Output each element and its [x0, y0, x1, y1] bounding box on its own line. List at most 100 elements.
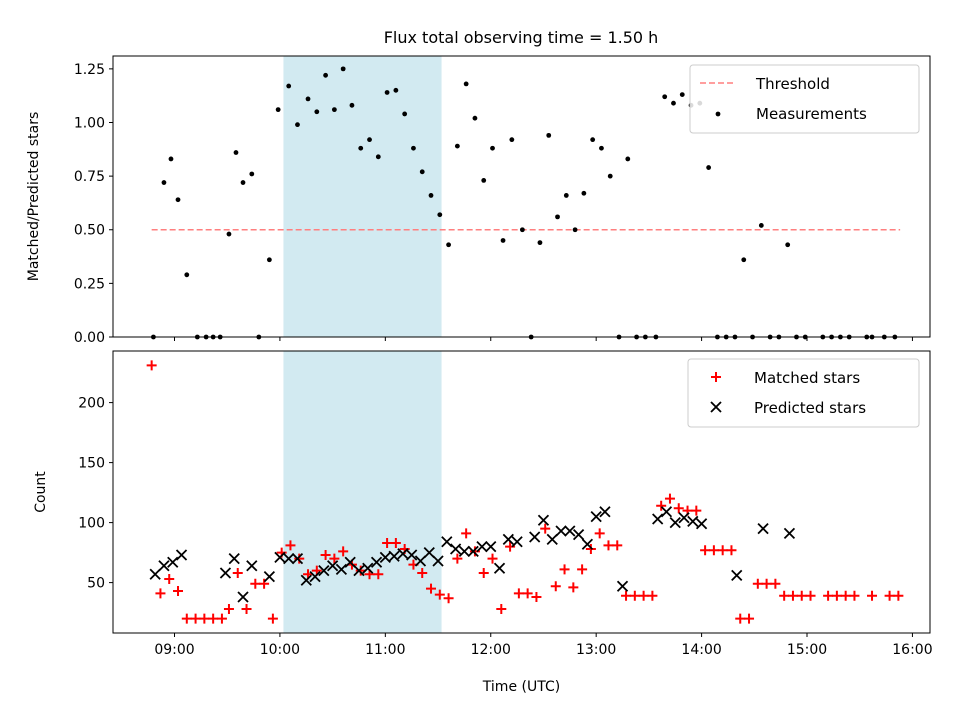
legend-label: Threshold — [755, 75, 830, 93]
legend-predicted-swatch — [710, 401, 722, 413]
matched-star-point — [232, 568, 243, 578]
predicted-star-point — [388, 550, 400, 562]
matched-star-point — [796, 590, 807, 601]
measurement-point — [519, 227, 525, 233]
measurement-point — [463, 81, 469, 87]
predicted-star-point — [335, 563, 348, 576]
matched-star-point — [496, 604, 507, 614]
matched-star-point — [770, 578, 781, 589]
axes-frame — [112, 55, 931, 338]
predicted-star-point — [449, 543, 462, 555]
matched-star-point — [717, 545, 728, 556]
measurement-point — [581, 190, 587, 196]
measurement-point — [599, 145, 604, 151]
measurement-point — [314, 109, 320, 115]
matched-star-point — [621, 590, 632, 601]
matched-star-point — [849, 590, 860, 601]
measurement-point — [226, 231, 232, 237]
matched-star-point — [550, 581, 561, 592]
measurement-point — [500, 238, 506, 243]
predicted-star-point — [175, 549, 188, 561]
x-tick-label: 10:00 — [260, 642, 300, 658]
legend: Matched stars Predicted stars — [687, 358, 920, 428]
matched-star-point — [594, 528, 605, 539]
matched-star-point — [708, 545, 719, 556]
legend-box — [689, 64, 920, 134]
matched-star-point — [691, 505, 702, 516]
matched-star-point — [294, 553, 305, 564]
predicted-star-point — [283, 552, 295, 565]
measurement-point — [490, 145, 495, 151]
axes-frame — [112, 350, 931, 634]
matched-star-point — [250, 578, 261, 589]
predicted-star-point — [581, 538, 594, 550]
predicted-star-point — [219, 567, 232, 579]
matched-star-point — [146, 360, 157, 371]
y-axis-label: Count — [33, 471, 49, 513]
ratio-panel: 0.00 0.25 0.50 0.75 1.00 1.25 Matched/Predicte… — [26, 55, 931, 346]
measurement-point — [537, 240, 543, 246]
measurement-point — [419, 169, 425, 175]
predicted-star-point — [572, 528, 585, 541]
measurement-point — [662, 94, 668, 100]
matched-star-point — [840, 590, 851, 601]
x-tick-label: 14:00 — [681, 642, 721, 658]
predicted-star-point — [476, 540, 488, 553]
measurement-point — [286, 83, 292, 89]
legend-label: Matched stars — [754, 369, 860, 387]
matched-star-point — [603, 540, 614, 551]
measurement-point — [340, 66, 346, 72]
matched-star-point — [355, 565, 366, 576]
y-axis-label: Matched/Predicted stars — [26, 112, 42, 282]
measurement-point — [233, 150, 239, 155]
predicted-star-point — [493, 562, 506, 574]
measurement-point — [546, 132, 552, 138]
x-tick-label: 16:00 — [892, 642, 932, 658]
matched-star-point — [656, 500, 667, 511]
predicted-star-point — [616, 580, 629, 592]
matched-star-point — [823, 590, 834, 601]
matched-star-point — [726, 545, 737, 556]
predicted-star-point — [467, 545, 479, 558]
matched-star-point — [487, 553, 498, 564]
x-tick-label: 15:00 — [787, 642, 827, 658]
matched-star-point — [443, 593, 454, 604]
matched-star-point — [540, 523, 551, 534]
predicted-star-point — [228, 552, 240, 565]
matched-star-point — [417, 568, 428, 578]
matched-star-point — [259, 578, 270, 589]
predicted-star-point — [309, 570, 321, 583]
predicted-star-point — [687, 515, 699, 528]
matched-star-point — [638, 590, 649, 601]
matched-star-point — [735, 613, 746, 624]
matched-star-point — [647, 590, 658, 601]
predicted-star-point — [695, 518, 708, 530]
matched-star-point — [761, 578, 772, 589]
predicted-star-point — [432, 555, 444, 567]
predicted-star-point — [237, 591, 249, 603]
measurement-point — [509, 137, 515, 143]
y-tick-label: 200 — [78, 396, 105, 412]
y-tick-label: 0.25 — [74, 276, 105, 292]
matched-star-point — [181, 613, 192, 624]
measurement-point — [249, 171, 255, 177]
matched-star-point — [893, 590, 904, 601]
matched-star-point — [461, 528, 472, 539]
measurement-point — [454, 143, 460, 149]
matched-star-point — [884, 590, 895, 601]
predicted-star-point — [300, 574, 312, 586]
predicted-star-point — [149, 568, 161, 580]
predicted-star-point — [362, 562, 374, 574]
predicted-star-point — [537, 514, 550, 526]
measurement-point — [411, 145, 416, 151]
predicted-star-point — [529, 531, 541, 543]
predicted-star-point — [757, 522, 769, 535]
measurement-point — [349, 102, 355, 108]
legend-box — [687, 358, 920, 428]
matched-star-point — [568, 582, 579, 593]
predicted-star-point — [599, 506, 611, 518]
predicted-star-point — [326, 560, 339, 572]
measurement-point — [437, 212, 443, 218]
matched-star-point — [434, 589, 445, 600]
